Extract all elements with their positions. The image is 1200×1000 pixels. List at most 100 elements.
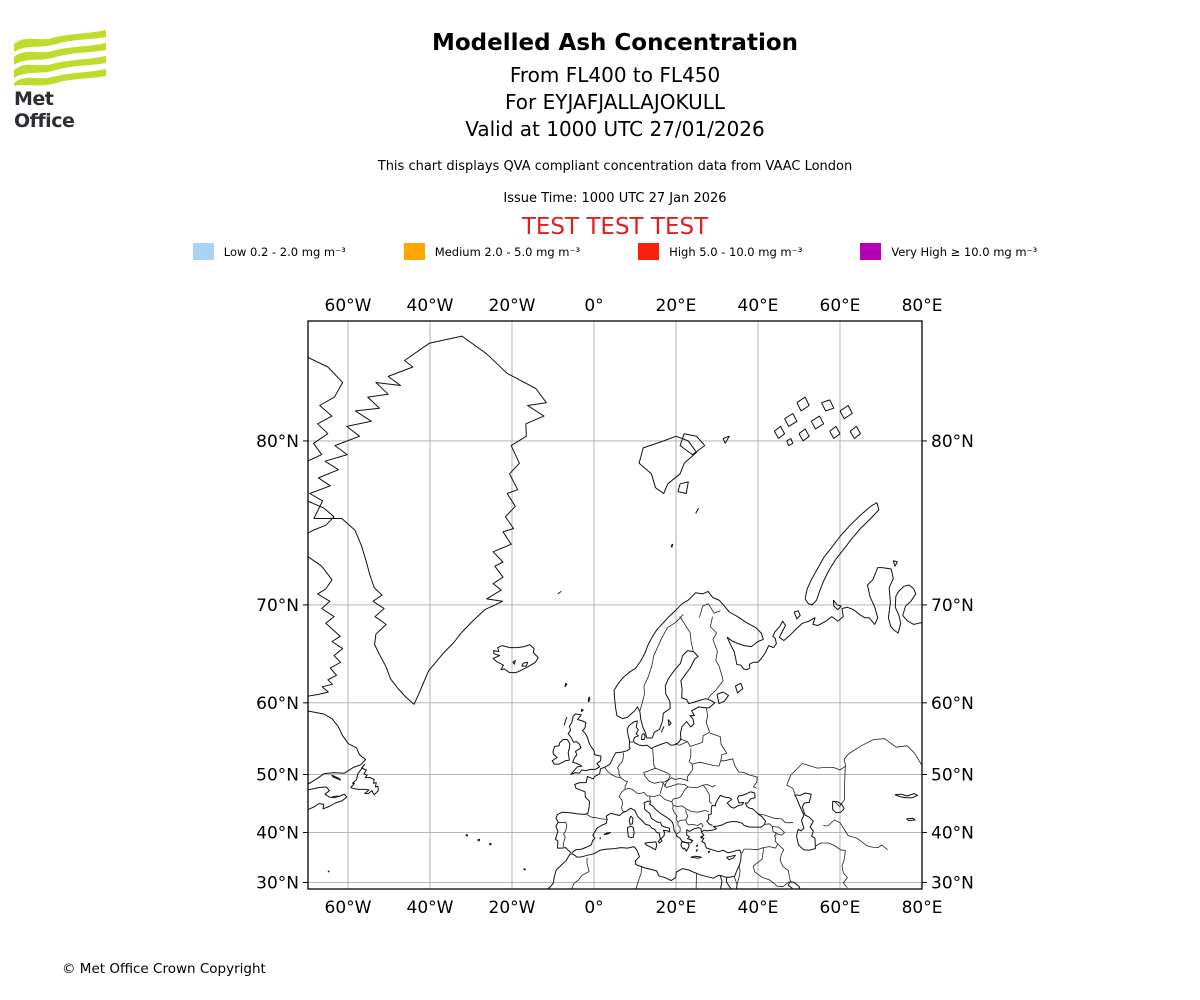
coastline-path [308,786,348,811]
coastline-path [603,832,611,836]
subtitle-valid-time: Valid at 1000 UTC 27/01/2026 [465,117,765,141]
country-border-path [674,741,688,746]
country-border-path [629,741,633,743]
coastline-path [670,543,674,548]
coastline-path [784,413,798,427]
country-border-path [618,789,626,812]
country-border-path [659,786,689,803]
coastline-path [308,356,344,462]
country-border-path [757,813,794,824]
lon-tick-label-bottom: 20°E [656,898,697,918]
coastline-path [523,868,526,871]
country-border-path [752,847,764,867]
coastline-path [789,881,801,889]
lon-tick-label-top: 20°E [656,296,697,316]
coastline-path [832,800,845,814]
lon-tick-label-bottom: 80°E [902,898,943,918]
border-layer [557,603,922,889]
coastline-path [547,832,742,889]
high-swatch [638,243,660,260]
coastline-path [332,795,339,798]
lat-tick-label-left: 60°N [256,694,299,714]
country-border-path [736,866,741,885]
page-title: Modelled Ash Concentration [431,30,799,56]
country-border-path [652,748,656,769]
coastline-path [644,841,658,851]
coastline-path [567,713,602,775]
lon-tick-label-top: 40°W [407,296,454,316]
coastline-path [308,556,344,697]
coastline-path [794,792,816,851]
coastline-path [798,428,810,442]
lat-tick-label-right: 60°N [931,694,974,714]
lat-tick-label-left: 30°N [256,873,299,893]
country-border-path [679,707,710,747]
country-border-path [699,603,721,618]
coastline-path [829,425,841,439]
coastline-path [551,739,571,765]
coastline-path [488,843,492,846]
lon-tick-label-top: 60°W [325,296,372,316]
met-office-logo: Met Office [14,28,109,132]
country-border-path [702,784,712,804]
qva-compliance-note: This chart displays QVA compliant concen… [377,159,853,174]
coastline-path [793,610,801,620]
met-office-logo-text: Met Office [14,88,75,132]
country-border-path [834,819,873,848]
country-border-path [571,857,590,889]
country-border-path [635,866,642,889]
met-office-logo-waves [14,30,106,86]
lon-tick-label-bottom: 60°W [325,898,372,918]
coastline-path [627,825,635,839]
country-border-path [691,758,758,789]
coastline-path [557,591,562,595]
coastline-path [786,438,794,447]
coastline-path [327,870,330,873]
test-banner: TEST TEST TEST [521,214,709,240]
country-border-path [752,865,789,888]
country-border-path [834,766,846,807]
coastline-path [725,877,733,889]
lat-tick-label-right: 80°N [931,432,974,452]
coastline-path [734,682,744,694]
map-svg: 60°W 60°W 40°W 40°W 20°W 20°W 0° 0° 20°E 20°E 40°E… [256,296,974,918]
country-border-path [741,832,779,854]
coastline-path [716,691,729,705]
legend-item-high: High 5.0 - 10.0 mg m⁻³ [638,243,802,260]
coastline-path [628,815,634,825]
lon-tick-label-bottom: 40°E [738,898,779,918]
country-border-path [771,826,785,836]
issue-time: Issue Time: 1000 UTC 27 Jan 2026 [503,191,727,206]
coastline-layer [308,335,922,889]
copyright-notice: © Met Office Crown Copyright [62,961,266,977]
coastline-path [308,710,367,785]
coastline-path [696,844,699,848]
concentration-legend: Low 0.2 - 2.0 mg m⁻³ Medium 2.0 - 5.0 mg… [30,243,1200,260]
coastline-path [849,425,861,439]
country-border-path [777,843,792,883]
coastline-path [821,399,835,412]
subtitle-volcano: For EYJAFJALLAJOKULL [505,90,725,114]
low-swatch [192,243,214,260]
country-border-path [707,616,724,699]
coastline-path [587,696,591,703]
lon-tick-label-bottom: 40°W [407,898,454,918]
country-border-path [664,748,694,788]
coastline-path [773,425,786,439]
lat-tick-label-left: 50°N [256,765,299,785]
country-border-path [617,752,624,770]
coastline-path [512,659,516,665]
lat-tick-label-left: 80°N [256,432,299,452]
country-border-path [643,767,671,784]
country-border-path [764,823,773,827]
country-border-path [786,738,922,795]
country-border-path [871,844,888,851]
lat-tick-label-left: 70°N [256,596,299,616]
country-border-path [659,781,664,794]
coastline-path [695,849,699,852]
coastline-path [690,855,702,859]
legend-item-very-high: Very High ≥ 10.0 mg m⁻³ [860,243,1037,260]
medium-swatch [403,243,425,260]
coastline-path [638,435,697,494]
subtitle-flight-levels: From FL400 to FL450 [509,63,721,87]
